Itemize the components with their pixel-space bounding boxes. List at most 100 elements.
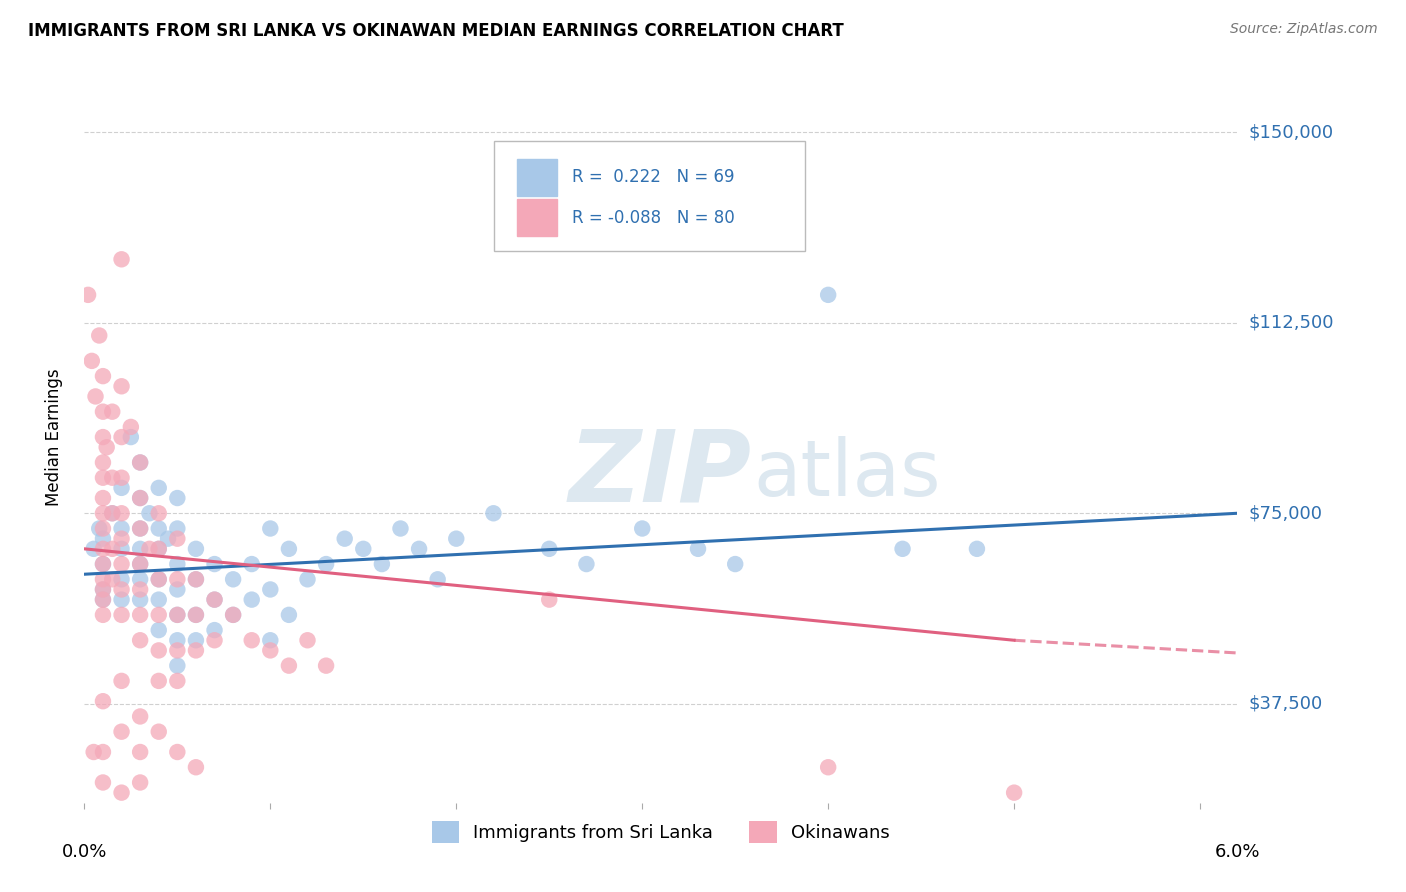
Point: [240, 557, 263, 571]
Point: [129, 557, 152, 571]
Point: [129, 582, 152, 597]
Point: [138, 541, 160, 556]
Point: [166, 532, 188, 546]
Point: [166, 521, 188, 535]
Point: [110, 541, 132, 556]
Point: [891, 541, 914, 556]
Point: [724, 557, 747, 571]
Point: [966, 541, 988, 556]
Point: [222, 572, 245, 586]
Point: [297, 633, 319, 648]
Point: [91, 745, 114, 759]
Point: [148, 541, 170, 556]
Point: [166, 658, 188, 673]
Point: [80, 354, 103, 368]
Point: [204, 592, 226, 607]
Point: [129, 455, 152, 469]
Point: [184, 572, 207, 586]
FancyBboxPatch shape: [494, 141, 806, 251]
Point: [148, 506, 170, 520]
FancyBboxPatch shape: [517, 159, 557, 195]
Point: [110, 430, 132, 444]
Point: [166, 633, 188, 648]
Point: [166, 557, 188, 571]
Text: $150,000: $150,000: [1249, 123, 1334, 141]
Point: [148, 724, 170, 739]
Point: [277, 607, 299, 622]
Point: [120, 430, 142, 444]
Point: [129, 491, 152, 505]
Text: $112,500: $112,500: [1249, 314, 1334, 332]
Point: [129, 572, 152, 586]
Text: Source: ZipAtlas.com: Source: ZipAtlas.com: [1230, 22, 1378, 37]
Point: [101, 572, 124, 586]
Point: [315, 658, 337, 673]
Point: [110, 582, 132, 597]
Point: [538, 592, 561, 607]
Point: [138, 506, 160, 520]
Point: [259, 582, 281, 597]
Point: [129, 633, 152, 648]
Point: [157, 532, 180, 546]
Point: [91, 455, 114, 469]
Point: [482, 506, 505, 520]
Point: [91, 557, 114, 571]
Point: [240, 633, 263, 648]
Point: [148, 572, 170, 586]
Point: [184, 572, 207, 586]
Point: [315, 557, 337, 571]
Point: [110, 471, 132, 485]
Point: [184, 760, 207, 774]
Point: [101, 471, 124, 485]
FancyBboxPatch shape: [517, 199, 557, 235]
Text: ZIP: ZIP: [568, 425, 752, 522]
Point: [110, 572, 132, 586]
Point: [83, 745, 105, 759]
Point: [101, 506, 124, 520]
Point: [184, 541, 207, 556]
Point: [110, 252, 132, 267]
Point: [222, 607, 245, 622]
Point: [1002, 786, 1025, 800]
Point: [101, 541, 124, 556]
Point: [91, 592, 114, 607]
Point: [110, 481, 132, 495]
Point: [91, 572, 114, 586]
Point: [110, 557, 132, 571]
Point: [91, 582, 114, 597]
Point: [184, 633, 207, 648]
Point: [148, 673, 170, 688]
Point: [129, 709, 152, 723]
Point: [166, 643, 188, 657]
Point: [297, 572, 319, 586]
Point: [371, 557, 394, 571]
Text: $75,000: $75,000: [1249, 504, 1323, 523]
Text: $37,500: $37,500: [1249, 695, 1323, 713]
Point: [110, 607, 132, 622]
Point: [408, 541, 430, 556]
Point: [91, 607, 114, 622]
Point: [91, 369, 114, 384]
Point: [91, 506, 114, 520]
Point: [352, 541, 374, 556]
Point: [446, 532, 468, 546]
Point: [389, 521, 412, 535]
Point: [204, 592, 226, 607]
Point: [77, 288, 100, 302]
Point: [426, 572, 449, 586]
Text: R =  0.222   N = 69: R = 0.222 N = 69: [572, 169, 734, 186]
Point: [148, 592, 170, 607]
Point: [120, 420, 142, 434]
Point: [148, 521, 170, 535]
Point: [204, 633, 226, 648]
Legend: Immigrants from Sri Lanka, Okinawans: Immigrants from Sri Lanka, Okinawans: [423, 813, 898, 852]
Text: 0.0%: 0.0%: [62, 844, 107, 862]
Point: [148, 643, 170, 657]
Point: [91, 405, 114, 419]
Point: [129, 541, 152, 556]
Point: [240, 592, 263, 607]
Point: [686, 541, 709, 556]
Point: [166, 673, 188, 688]
Point: [166, 607, 188, 622]
Text: atlas: atlas: [754, 435, 941, 512]
